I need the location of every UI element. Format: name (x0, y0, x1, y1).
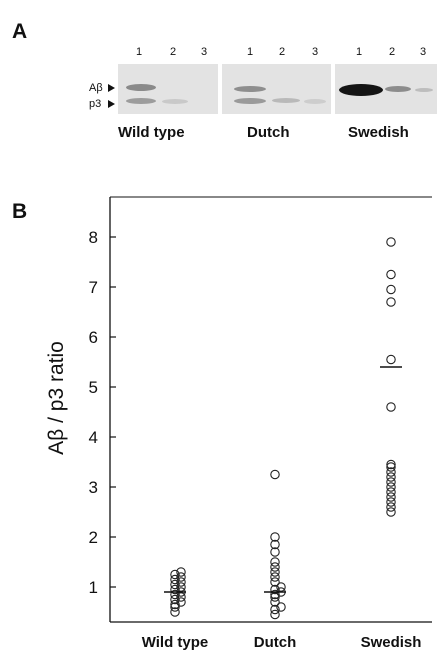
data-point (270, 572, 280, 582)
blot-label-swedish: Swedish (348, 124, 409, 141)
lane-number: 1 (247, 46, 254, 58)
lane-number: 2 (389, 46, 396, 58)
data-point (170, 607, 180, 617)
data-point (386, 297, 396, 307)
data-point (170, 569, 180, 580)
blot-band (234, 98, 266, 104)
data-point (176, 572, 186, 582)
blot-band (126, 84, 156, 91)
blot-band (126, 98, 156, 104)
blot-label-dutch: Dutch (247, 124, 290, 141)
data-point (386, 477, 396, 487)
data-point (270, 609, 280, 620)
data-point (270, 589, 280, 600)
data-point (270, 577, 280, 587)
data-point (176, 592, 186, 602)
data-point (386, 402, 396, 412)
p3-band-label: p3 (89, 98, 102, 110)
data-point (170, 602, 180, 612)
blot-band (304, 99, 326, 104)
data-point (176, 577, 186, 587)
data-point (386, 269, 396, 280)
data-point (270, 532, 280, 542)
data-point (386, 502, 396, 512)
data-point (270, 604, 280, 615)
x-category-label: Wild type (142, 634, 209, 651)
data-point (270, 469, 280, 480)
blot-band (272, 98, 300, 103)
lane-number: 3 (312, 46, 319, 58)
data-point (386, 492, 396, 502)
blot-band (385, 86, 411, 92)
blot-band (339, 84, 383, 96)
blot-label-wild-type: Wild type (118, 124, 185, 141)
data-point (386, 237, 396, 247)
data-point (386, 467, 396, 477)
panel-b-letter: B (12, 200, 28, 223)
y-tick-label: 1 (89, 578, 98, 597)
abeta-arrow-icon (108, 84, 115, 92)
y-tick-label: 8 (89, 228, 98, 247)
y-tick-label: 4 (89, 428, 98, 447)
data-point (386, 507, 396, 517)
data-point (386, 462, 396, 472)
blot-band (162, 99, 188, 104)
lane-number: 2 (170, 46, 177, 58)
data-point (386, 284, 396, 295)
x-category-label: Dutch (254, 634, 297, 651)
data-point (176, 582, 186, 592)
data-point (270, 597, 280, 607)
data-point (170, 579, 180, 590)
data-point (386, 482, 396, 492)
y-tick-label: 5 (89, 378, 98, 397)
y-tick-label: 6 (89, 328, 98, 347)
data-point (270, 584, 280, 595)
data-point (170, 574, 180, 585)
data-point (270, 557, 280, 567)
data-point (170, 584, 180, 595)
p3-arrow-icon (108, 100, 115, 108)
lane-number: 1 (356, 46, 363, 58)
panel-a-letter: A (12, 20, 28, 43)
data-point (276, 582, 286, 592)
data-point (270, 567, 280, 577)
data-point (176, 567, 186, 577)
data-point (386, 459, 396, 470)
data-point (270, 592, 280, 602)
data-point (386, 472, 396, 482)
lane-number: 2 (279, 46, 286, 58)
data-point (170, 594, 180, 605)
data-point (270, 562, 280, 572)
data-point (386, 497, 396, 507)
blot-band (415, 88, 433, 92)
lane-number: 1 (136, 46, 143, 58)
abeta-band-label: Aβ (89, 82, 103, 94)
x-category-label: Swedish (361, 634, 422, 651)
data-point (386, 487, 396, 497)
blot-band (234, 86, 266, 92)
y-tick-label: 2 (89, 528, 98, 547)
lane-number: 3 (201, 46, 208, 58)
blot-swedish (335, 64, 437, 114)
data-point (276, 602, 286, 612)
blot-wild-type (118, 64, 218, 114)
data-point (170, 589, 180, 600)
data-point (270, 547, 280, 557)
y-tick-label: 7 (89, 278, 98, 297)
y-tick-label: 3 (89, 478, 98, 497)
data-point (170, 599, 180, 610)
data-point (270, 539, 280, 550)
data-point (386, 354, 396, 365)
blot-dutch (222, 64, 331, 114)
lane-number: 3 (420, 46, 427, 58)
data-point (176, 597, 186, 607)
